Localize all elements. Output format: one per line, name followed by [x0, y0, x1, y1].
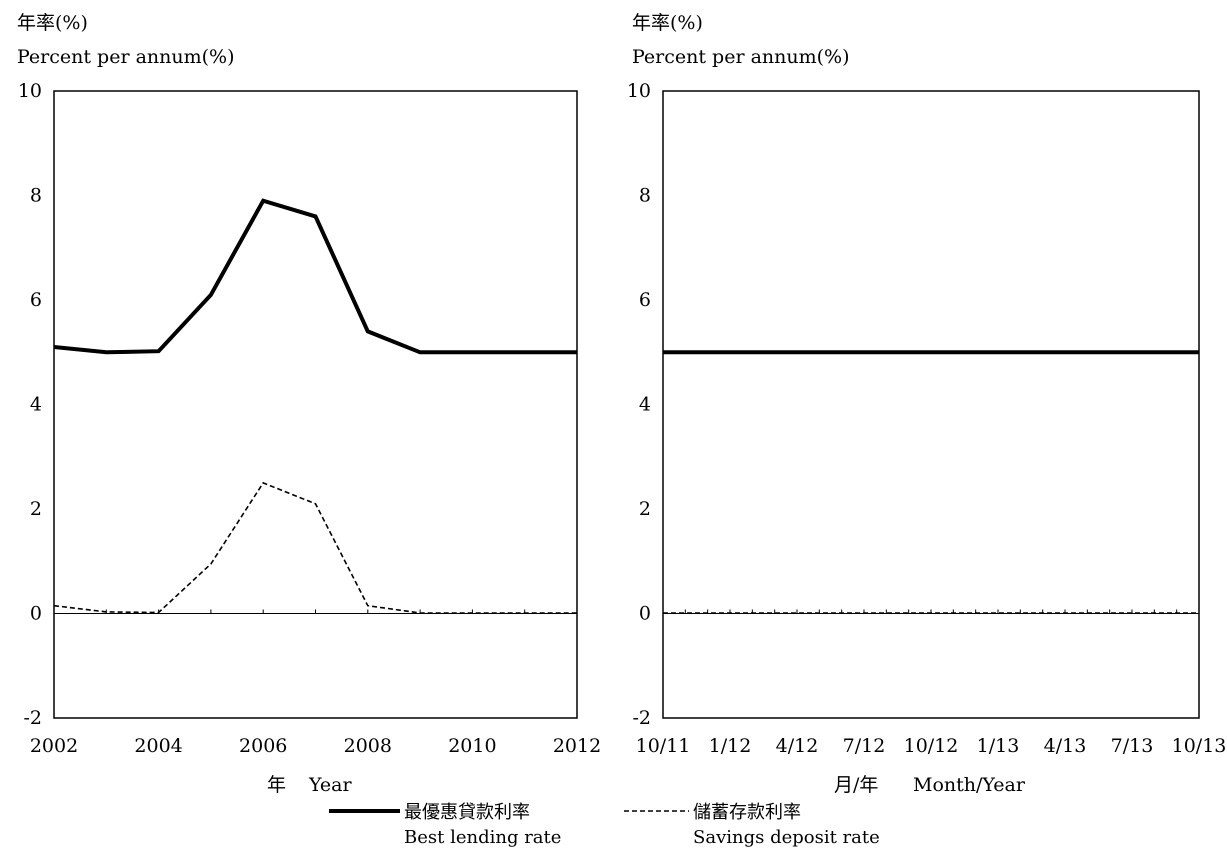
left-series-line-savings-deposit-rate [53, 481, 577, 614]
legend-label-savings-en: Savings deposit rate [693, 827, 880, 848]
left-y-tick-label: 10 [18, 80, 42, 102]
legend-label-best-lending-zh: 最優惠貸款利率 [404, 802, 530, 823]
right-y-tick-label: -2 [632, 707, 651, 729]
right-y-tick-label: 6 [639, 289, 651, 311]
right-x-tick-label: 4/12 [776, 735, 819, 757]
right-plot-frame [662, 90, 1200, 719]
right-y-tick-label: 10 [627, 80, 651, 102]
right-x-tick-label: 10/12 [904, 735, 959, 757]
left-x-tick-label: 2006 [239, 735, 287, 757]
right-y-tick-label: 2 [639, 498, 651, 520]
right-x-tick-label: 1/12 [709, 735, 752, 757]
right-x-axis: 10/11 1/12 4/12 7/12 10/12 1/13 4/13 7/13 10/13 [636, 735, 1227, 757]
right-x-tick-label: 7/13 [1111, 735, 1154, 757]
left-series [53, 198, 578, 614]
left-x-tick-label: 2012 [553, 735, 601, 757]
left-ylabel-en: Percent per annum(%) [17, 46, 235, 68]
right-x-tick-label: 7/12 [843, 735, 886, 757]
left-y-tick-label: 0 [30, 603, 42, 625]
legend-label-savings-zh: 儲蓄存款利率 [693, 802, 801, 823]
right-xlabel-en: Month/Year [913, 774, 1026, 796]
right-ylabel-en: Percent per annum(%) [632, 46, 850, 68]
left-y-tick-label: 8 [30, 185, 42, 207]
left-y-tick-label: 4 [30, 394, 42, 416]
right-y-axis: 10 8 6 4 2 0 -2 [627, 80, 651, 729]
right-x-tick-label: 10/13 [1172, 735, 1227, 757]
right-x-tick-label: 1/13 [977, 735, 1020, 757]
right-xlabel-zh: 月/年 [834, 774, 878, 796]
left-y-tick-label: -2 [23, 707, 42, 729]
right-chart: 年率(%) Percent per annum(%) 10 8 6 4 2 0 -2 10/… [627, 12, 1227, 796]
left-x-axis: 2002 2004 2006 2008 2010 2012 [30, 735, 601, 757]
legend: 最優惠貸款利率 Best lending rate 儲蓄存款利率 Savings… [329, 802, 880, 848]
left-x-tick-label: 2002 [30, 735, 78, 757]
left-y-axis: 10 8 6 4 2 0 -2 [18, 80, 42, 729]
right-y-tick-label: 4 [639, 394, 651, 416]
left-y-tick-label: 2 [30, 498, 42, 520]
left-plot-frame [53, 90, 578, 719]
legend-label-best-lending-en: Best lending rate [404, 827, 561, 848]
right-x-tick-label: 10/11 [636, 735, 691, 757]
left-series-line-best-lending-rate [53, 198, 577, 355]
left-x-tick-label: 2008 [344, 735, 392, 757]
left-chart: 年率(%) Percent per annum(%) 10 8 6 4 2 0 -2 200… [17, 12, 601, 796]
right-series [662, 350, 1200, 614]
left-x-tick-label: 2004 [134, 735, 182, 757]
right-y-tick-label: 8 [639, 185, 651, 207]
right-ylabel-zh: 年率(%) [632, 12, 703, 34]
left-xlabel-en: Year [308, 774, 352, 796]
left-y-tick-label: 6 [30, 289, 42, 311]
left-xlabel-zh: 年 [267, 774, 286, 796]
right-y-tick-label: 0 [639, 603, 651, 625]
left-ylabel-zh: 年率(%) [17, 12, 88, 34]
left-x-tick-label: 2010 [448, 735, 496, 757]
right-x-tick-label: 4/13 [1044, 735, 1087, 757]
